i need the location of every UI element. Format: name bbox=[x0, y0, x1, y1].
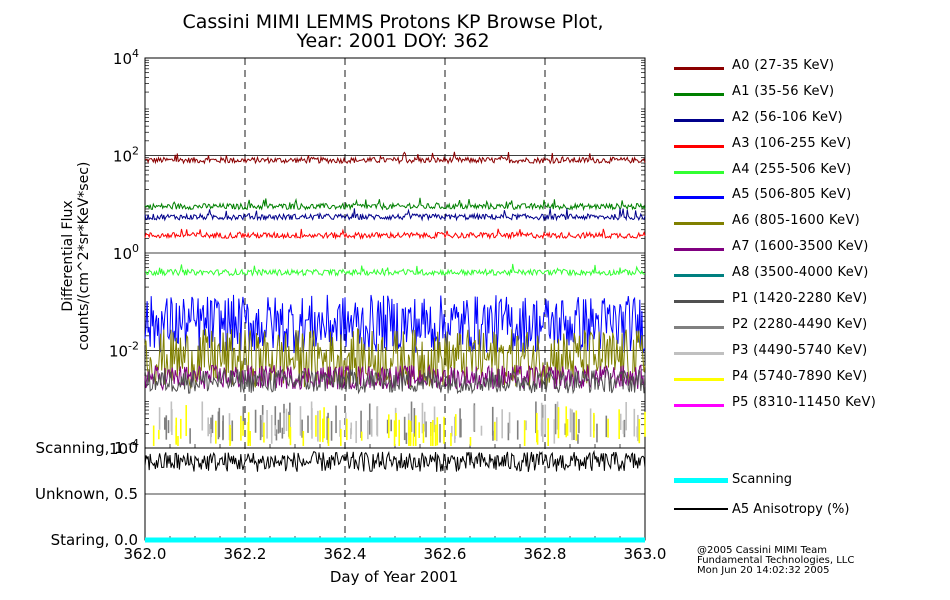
series-line bbox=[144, 449, 646, 472]
y-tick-label: Staring, 0.0 bbox=[51, 531, 138, 549]
flux-panel: 104 102 100 10-2 10-4 bbox=[109, 47, 646, 540]
legend-swatch bbox=[674, 118, 724, 122]
y-axis-units: counts/(cm^2*sr*KeV*sec) bbox=[76, 162, 92, 351]
anisotropy-panel: 362.0 362.2 362.4 362.6 362.8 363.0 Scanning, … bbox=[35, 439, 667, 563]
legend-label: A5 Anisotropy (%) bbox=[732, 502, 850, 517]
x-tick-label: 363.0 bbox=[624, 545, 667, 563]
legend-label: P2 (2280-4490 KeV) bbox=[732, 316, 868, 332]
x-tick-label: 362.0 bbox=[124, 545, 167, 563]
series-line bbox=[144, 294, 646, 354]
series-line bbox=[144, 151, 646, 165]
legend-label: P5 (8310-11450 KeV) bbox=[732, 394, 877, 410]
legend-swatch bbox=[674, 92, 724, 96]
legend-label: A5 (506-805 KeV) bbox=[732, 187, 852, 203]
credit-line: @2005 Cassini MIMI Team bbox=[697, 545, 827, 556]
x-tick-label: 362.2 bbox=[224, 545, 267, 563]
legend-swatch bbox=[674, 274, 724, 278]
series-line bbox=[144, 197, 646, 212]
legend-swatch bbox=[674, 325, 724, 329]
legend-label: A3 (106-255 KeV) bbox=[732, 135, 852, 151]
legend-swatch bbox=[674, 248, 724, 252]
legend-label: P4 (5740-7890 KeV) bbox=[732, 368, 868, 384]
legend-label: A8 (3500-4000 KeV) bbox=[732, 265, 869, 281]
credit-line: Fundamental Technologies, LLC bbox=[697, 555, 855, 566]
chart-title: Cassini MIMI LEMMS Protons KP Browse Plo… bbox=[182, 11, 603, 33]
legend-swatch bbox=[674, 170, 724, 174]
legend-label: Scanning bbox=[732, 472, 792, 487]
legend-label: A7 (1600-3500 KeV) bbox=[732, 239, 869, 255]
credit-line: Mon Jun 20 14:02:32 2005 bbox=[697, 565, 830, 576]
series-line bbox=[144, 327, 646, 390]
legend-swatch bbox=[674, 403, 724, 407]
legend-label: A6 (805-1600 KeV) bbox=[732, 213, 861, 229]
y-tick-label: 100 bbox=[113, 242, 139, 263]
legend-label: A4 (255-506 KeV) bbox=[732, 161, 852, 177]
legend-label: A0 (27-35 KeV) bbox=[732, 58, 835, 73]
legend-swatch bbox=[674, 300, 724, 304]
x-tick-label: 362.4 bbox=[324, 545, 367, 563]
legend-swatch bbox=[674, 351, 724, 355]
y-tick-label: 10-4 bbox=[109, 437, 139, 458]
legend-swatch bbox=[674, 377, 724, 381]
legend-label: P3 (4490-5740 KeV) bbox=[732, 342, 868, 358]
legend-swatch bbox=[674, 196, 724, 200]
chart-subtitle: Year: 2001 DOY: 362 bbox=[295, 30, 489, 52]
series-line bbox=[144, 228, 646, 240]
y-tick-label: 104 bbox=[113, 47, 139, 68]
legend-label: A1 (35-56 KeV) bbox=[732, 83, 835, 99]
legend-swatch bbox=[674, 478, 728, 483]
x-tick-label: 362.8 bbox=[524, 545, 567, 563]
legend-swatch bbox=[674, 222, 724, 226]
series-line bbox=[144, 208, 646, 222]
y-tick-label: 102 bbox=[113, 145, 139, 166]
x-axis-label: Day of Year 2001 bbox=[330, 568, 458, 586]
y-tick-label: 10-2 bbox=[109, 340, 139, 361]
legend-swatch bbox=[674, 508, 728, 510]
legend-swatch bbox=[674, 144, 724, 148]
legend-label: A2 (56-106 KeV) bbox=[732, 109, 843, 125]
series-line bbox=[144, 263, 646, 277]
legend-swatch bbox=[674, 67, 724, 70]
y-tick-label: Scanning, 1.0 bbox=[35, 439, 138, 457]
y-tick-label: Unknown, 0.5 bbox=[35, 485, 138, 503]
legend-label: P1 (1420-2280 KeV) bbox=[732, 291, 868, 307]
credits: @2005 Cassini MIMI Team Fundamental Tech… bbox=[697, 546, 854, 576]
series-line bbox=[144, 368, 646, 395]
x-tick-label: 362.6 bbox=[424, 545, 467, 563]
y-axis-label: Differential Flux bbox=[60, 200, 76, 311]
